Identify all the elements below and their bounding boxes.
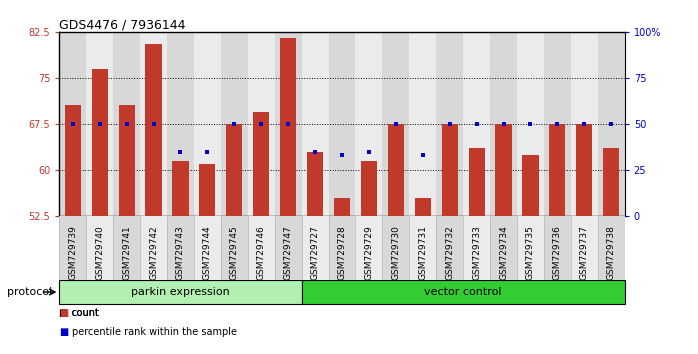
Bar: [221, 32, 248, 216]
Text: GSM729744: GSM729744: [203, 225, 212, 280]
Bar: [302, 216, 329, 280]
Text: GSM729740: GSM729740: [95, 225, 104, 280]
Bar: [577, 124, 593, 216]
Bar: [302, 280, 625, 304]
Text: ■: ■: [59, 308, 68, 318]
Text: GSM729739: GSM729739: [68, 225, 77, 280]
Text: parkin expression: parkin expression: [131, 287, 230, 297]
Text: GSM729737: GSM729737: [580, 225, 589, 280]
Bar: [355, 216, 383, 280]
Bar: [388, 124, 404, 216]
Text: count: count: [72, 308, 100, 318]
Text: GSM729734: GSM729734: [499, 225, 508, 280]
Text: GSM729736: GSM729736: [553, 225, 562, 280]
Bar: [172, 161, 188, 216]
Bar: [140, 32, 167, 216]
Text: ■ count: ■ count: [59, 308, 99, 318]
Bar: [253, 112, 269, 216]
Bar: [463, 216, 490, 280]
Text: GSM729730: GSM729730: [392, 225, 401, 280]
Text: GSM729733: GSM729733: [472, 225, 481, 280]
Bar: [59, 216, 87, 280]
Bar: [275, 216, 302, 280]
Bar: [517, 216, 544, 280]
Text: GSM729727: GSM729727: [311, 225, 320, 280]
Bar: [226, 124, 242, 216]
Bar: [383, 216, 409, 280]
Bar: [307, 152, 323, 216]
Bar: [490, 216, 517, 280]
Bar: [544, 216, 571, 280]
Bar: [544, 32, 571, 216]
Text: GSM729746: GSM729746: [257, 225, 266, 280]
Text: GSM729745: GSM729745: [230, 225, 239, 280]
Bar: [415, 198, 431, 216]
Bar: [87, 216, 113, 280]
Text: GSM729731: GSM729731: [418, 225, 427, 280]
Bar: [334, 198, 350, 216]
Bar: [145, 44, 162, 216]
Bar: [248, 216, 275, 280]
Bar: [275, 32, 302, 216]
Bar: [221, 216, 248, 280]
Bar: [522, 155, 539, 216]
Bar: [571, 32, 597, 216]
Bar: [442, 124, 458, 216]
Bar: [361, 161, 377, 216]
Text: GSM729738: GSM729738: [607, 225, 616, 280]
Bar: [463, 32, 490, 216]
Text: percentile rank within the sample: percentile rank within the sample: [72, 327, 237, 337]
Text: GSM729743: GSM729743: [176, 225, 185, 280]
Bar: [59, 32, 87, 216]
Bar: [383, 32, 409, 216]
Text: GSM729742: GSM729742: [149, 225, 158, 280]
Bar: [409, 216, 436, 280]
Text: GDS4476 / 7936144: GDS4476 / 7936144: [59, 19, 186, 32]
Text: ■: ■: [59, 327, 68, 337]
Bar: [329, 32, 355, 216]
Bar: [496, 124, 512, 216]
Bar: [355, 32, 383, 216]
Bar: [436, 32, 463, 216]
Bar: [597, 216, 625, 280]
Bar: [87, 32, 113, 216]
Bar: [329, 216, 355, 280]
Bar: [91, 69, 107, 216]
Bar: [468, 148, 484, 216]
Text: protocol: protocol: [7, 287, 52, 297]
Text: GSM729735: GSM729735: [526, 225, 535, 280]
Bar: [140, 216, 167, 280]
Text: GSM729732: GSM729732: [445, 225, 454, 280]
Bar: [194, 32, 221, 216]
Bar: [280, 38, 296, 216]
Text: vector control: vector control: [424, 287, 502, 297]
Bar: [409, 32, 436, 216]
Bar: [248, 32, 275, 216]
Bar: [119, 105, 135, 216]
Bar: [517, 32, 544, 216]
Bar: [113, 216, 140, 280]
Bar: [597, 32, 625, 216]
Bar: [490, 32, 517, 216]
Text: GSM729741: GSM729741: [122, 225, 131, 280]
Bar: [436, 216, 463, 280]
Bar: [549, 124, 565, 216]
Bar: [194, 216, 221, 280]
Text: GSM729747: GSM729747: [283, 225, 292, 280]
Text: GSM729729: GSM729729: [364, 225, 373, 280]
Bar: [65, 105, 81, 216]
Bar: [603, 148, 619, 216]
Bar: [200, 164, 216, 216]
Bar: [113, 32, 140, 216]
Bar: [167, 32, 194, 216]
Bar: [167, 216, 194, 280]
Bar: [302, 32, 329, 216]
Bar: [59, 280, 302, 304]
Text: GSM729728: GSM729728: [338, 225, 346, 280]
Bar: [571, 216, 597, 280]
